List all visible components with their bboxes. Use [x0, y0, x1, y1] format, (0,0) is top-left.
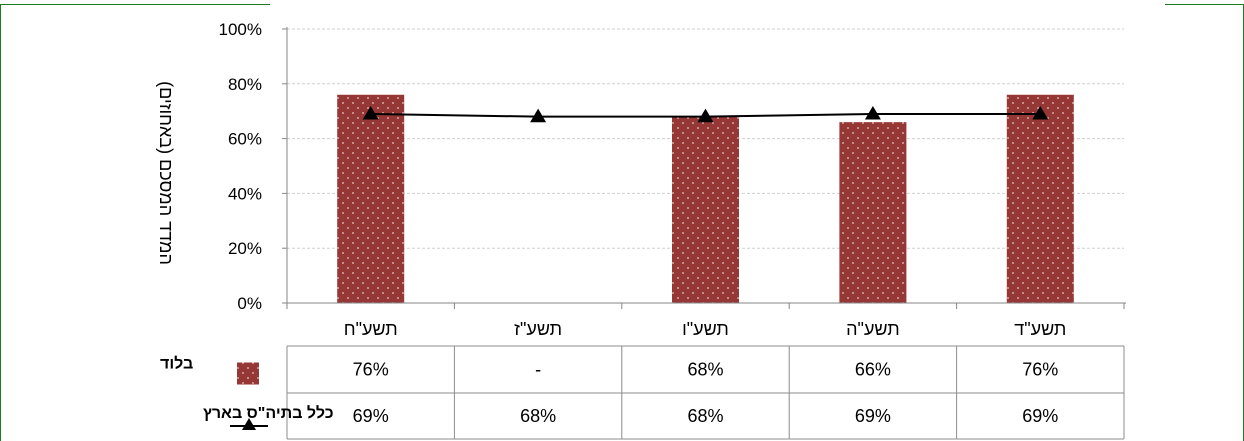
y-axis-ticks: 0% 20% 40% 60% 80% 100%: [219, 20, 262, 313]
x-tick-label: תשע"ד: [1014, 319, 1066, 339]
table-cell: 69%: [353, 406, 389, 426]
legend: בלוד כלל בתיה"ס בארץ: [160, 355, 334, 430]
table-cell: 76%: [353, 360, 389, 380]
line-point-marker: [1032, 105, 1049, 120]
bar: [672, 116, 739, 304]
y-tick-label: 100%: [219, 20, 262, 39]
table-cell: 69%: [855, 406, 891, 426]
table-cell: 68%: [687, 406, 723, 426]
y-tick-label: 0%: [237, 294, 262, 313]
line-point-marker: [362, 105, 379, 120]
line-point-marker: [864, 105, 881, 120]
x-tick-label: תשע"ו: [682, 319, 729, 339]
line-point-marker: [530, 108, 547, 123]
y-axis-label: המדד המסכם (באחוזים): [156, 81, 176, 265]
y-tick-label: 60%: [228, 130, 262, 149]
bar: [839, 122, 907, 303]
table-cell: -: [535, 360, 541, 380]
y-tick-label: 20%: [228, 239, 262, 258]
x-tick-label: תשע"ח: [344, 319, 398, 339]
y-tick-label: 40%: [228, 184, 262, 203]
gridlines: [287, 28, 1124, 249]
y-tick-label: 80%: [228, 75, 262, 94]
legend-label: בלוד: [160, 355, 193, 373]
x-tick-label: תשע"ז: [514, 319, 562, 339]
bar-series: [337, 94, 1074, 304]
legend-swatch-marker: [242, 418, 256, 430]
line-point-marker: [697, 108, 714, 123]
table-cell: 68%: [520, 406, 556, 426]
data-table: 76% 66% 68% - 76% 69% 69% 68% 68% 69%: [286, 345, 1125, 440]
x-axis-ticks: תשע"ד תשע"ה תשע"ו תשע"ז תשע"ח: [344, 319, 1067, 339]
bar: [337, 94, 405, 303]
table-cell: 69%: [1022, 406, 1058, 426]
bar: [1006, 94, 1074, 303]
legend-label: כלל בתיה"ס בארץ: [203, 404, 334, 422]
table-cell: 68%: [687, 360, 723, 380]
table-cell: 66%: [855, 360, 891, 380]
x-tick-label: תשע"ה: [846, 319, 900, 339]
axes: [282, 27, 1126, 309]
line-series: [362, 105, 1049, 123]
table-cell: 76%: [1022, 360, 1058, 380]
legend-swatch-bar: [237, 362, 259, 385]
